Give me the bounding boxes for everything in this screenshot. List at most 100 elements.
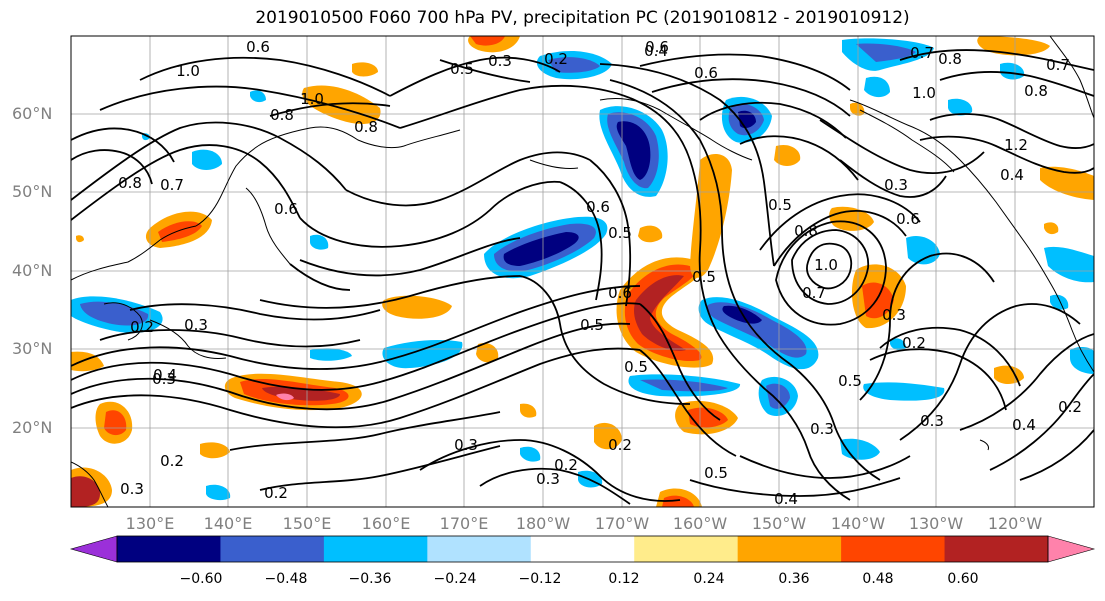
colorbar-tick: 0.36 xyxy=(778,571,810,587)
contour-label: 0.5 xyxy=(450,60,474,78)
contour-label: 0.5 xyxy=(580,316,604,334)
colorbar xyxy=(69,535,1096,563)
contour-label: 0.4 xyxy=(644,42,668,60)
colorbar-swatch xyxy=(944,536,1049,562)
contour-label: 0.7 xyxy=(1046,56,1070,74)
contour-label: 0.8 xyxy=(794,222,818,240)
pv-contours xyxy=(71,49,1094,505)
colorbar-tick: 0.48 xyxy=(862,571,894,587)
contour-label: 0.7 xyxy=(160,176,184,194)
lat-label-30n: 30°N xyxy=(12,339,53,358)
contour-label: 0.2 xyxy=(608,436,632,454)
lon-label-140w: 140°W xyxy=(830,514,886,533)
contour-label: 0.6 xyxy=(896,210,920,228)
colorbar-extend-high xyxy=(1047,535,1096,563)
contour-label: 0.5 xyxy=(624,358,648,376)
colorbar-swatch xyxy=(841,536,946,562)
contour-label: 0.6 xyxy=(274,200,298,218)
contour-label: 1.0 xyxy=(176,62,200,80)
map-title: 2019010500 F060 700 hPa PV, precipitatio… xyxy=(255,8,910,28)
contour-label: 0.6 xyxy=(246,38,270,56)
lon-label-150e: 150°E xyxy=(282,514,332,533)
contour-label: 0.6 xyxy=(586,198,610,216)
contour-labels: 0.61.00.81.00.80.50.70.80.60.3 0.2 0.40.60… xyxy=(118,38,1082,508)
contour-label: 0.4 xyxy=(1012,416,1036,434)
colorbar-swatch xyxy=(117,536,221,562)
colorbar-tick: −0.60 xyxy=(179,571,223,587)
contour-label: 0.8 xyxy=(118,174,142,192)
contour-label: 0.8 xyxy=(270,106,294,124)
contour-label: 0.3 xyxy=(184,316,208,334)
contour-label: 0.4 xyxy=(1000,166,1024,184)
contour-label: 0.6 xyxy=(694,64,718,82)
colorbar-swatch xyxy=(323,536,428,562)
contour-label: 0.4 xyxy=(153,366,177,384)
graticule xyxy=(71,36,1094,507)
lon-label-160e: 160°E xyxy=(361,514,411,533)
lon-label-150w: 150°W xyxy=(751,514,807,533)
colorbar-tick: −0.12 xyxy=(518,571,562,587)
contour-label: 0.2 xyxy=(1058,398,1082,416)
contour-label: 0.3 xyxy=(120,480,144,498)
lon-label-120w: 120°W xyxy=(987,514,1043,533)
contour-label: 0.3 xyxy=(536,470,560,488)
lon-label-170w: 170°W xyxy=(594,514,650,533)
contour-label: 0.8 xyxy=(938,50,962,68)
contour-label: 0.7 xyxy=(910,44,934,62)
contour-label: 0.3 xyxy=(810,420,834,438)
contour-label: 0.3 xyxy=(152,370,176,388)
contour-label: 0.4 xyxy=(774,490,798,508)
contour-label: 0.3 xyxy=(884,176,908,194)
contour-label: 0.5 xyxy=(838,372,862,390)
contour-label: 0.6 xyxy=(645,38,669,56)
negative-shading xyxy=(71,38,1094,501)
colorbar-swatch xyxy=(220,536,325,562)
contour-label: 0.8 xyxy=(354,118,378,136)
contour-label: 0.2 xyxy=(264,484,288,502)
colorbar-tick: −0.36 xyxy=(348,571,392,587)
contour-label: 0.2 xyxy=(544,50,568,68)
colorbar-swatch xyxy=(427,536,532,562)
colorbar-tick: 0.12 xyxy=(608,571,640,587)
map-frame-content: 0.61.00.81.00.80.50.70.80.60.3 0.2 0.40.60… xyxy=(71,36,1094,508)
colorbar-tick: 0.24 xyxy=(693,571,725,587)
contour-label: 0.7 xyxy=(802,284,826,302)
lon-label-170e: 170°E xyxy=(439,514,489,533)
contour-label: 1.0 xyxy=(814,256,838,274)
contour-label: 0.6 xyxy=(608,284,632,302)
contour-label: 0.5 xyxy=(768,196,792,214)
colorbar-tick: 0.60 xyxy=(947,571,979,587)
lon-label-130e: 130°E xyxy=(125,514,175,533)
colorbar-frame xyxy=(116,535,1049,563)
colorbar-tick: −0.48 xyxy=(264,571,308,587)
contour-label: 1.0 xyxy=(912,84,936,102)
colorbar-swatch xyxy=(737,536,842,562)
contour-label: 0.3 xyxy=(488,52,512,70)
lat-label-60n: 60°N xyxy=(12,104,53,123)
contour-label: 0.8 xyxy=(1024,82,1048,100)
contour-label: 0.3 xyxy=(882,306,906,324)
contour-label: 0.3 xyxy=(920,412,944,430)
lat-label-40n: 40°N xyxy=(12,261,53,280)
contour-label: 1.0 xyxy=(300,90,324,108)
lat-label-50n: 50°N xyxy=(12,182,53,201)
contour-label: 0.2 xyxy=(130,318,154,336)
lon-label-180w: 180°W xyxy=(515,514,571,533)
contour-label: 0.3 xyxy=(454,436,478,454)
contour-label: 0.2 xyxy=(160,452,184,470)
map-border xyxy=(70,35,1095,508)
colorbar-swatch xyxy=(530,536,635,562)
contour-label: 0.5 xyxy=(704,464,728,482)
lon-label-130w: 130°W xyxy=(908,514,964,533)
contour-label: 0.2 xyxy=(902,334,926,352)
colorbar-swatch xyxy=(634,536,739,562)
contour-label: 1.2 xyxy=(1004,136,1028,154)
lat-label-20n: 20°N xyxy=(12,418,53,437)
contour-label: 0.5 xyxy=(692,268,716,286)
lon-label-160w: 160°W xyxy=(672,514,728,533)
lon-label-140e: 140°E xyxy=(203,514,253,533)
contour-label: 0.2 xyxy=(554,456,578,474)
colorbar-extend-low xyxy=(69,535,118,563)
colorbar-tick: −0.24 xyxy=(433,571,477,587)
